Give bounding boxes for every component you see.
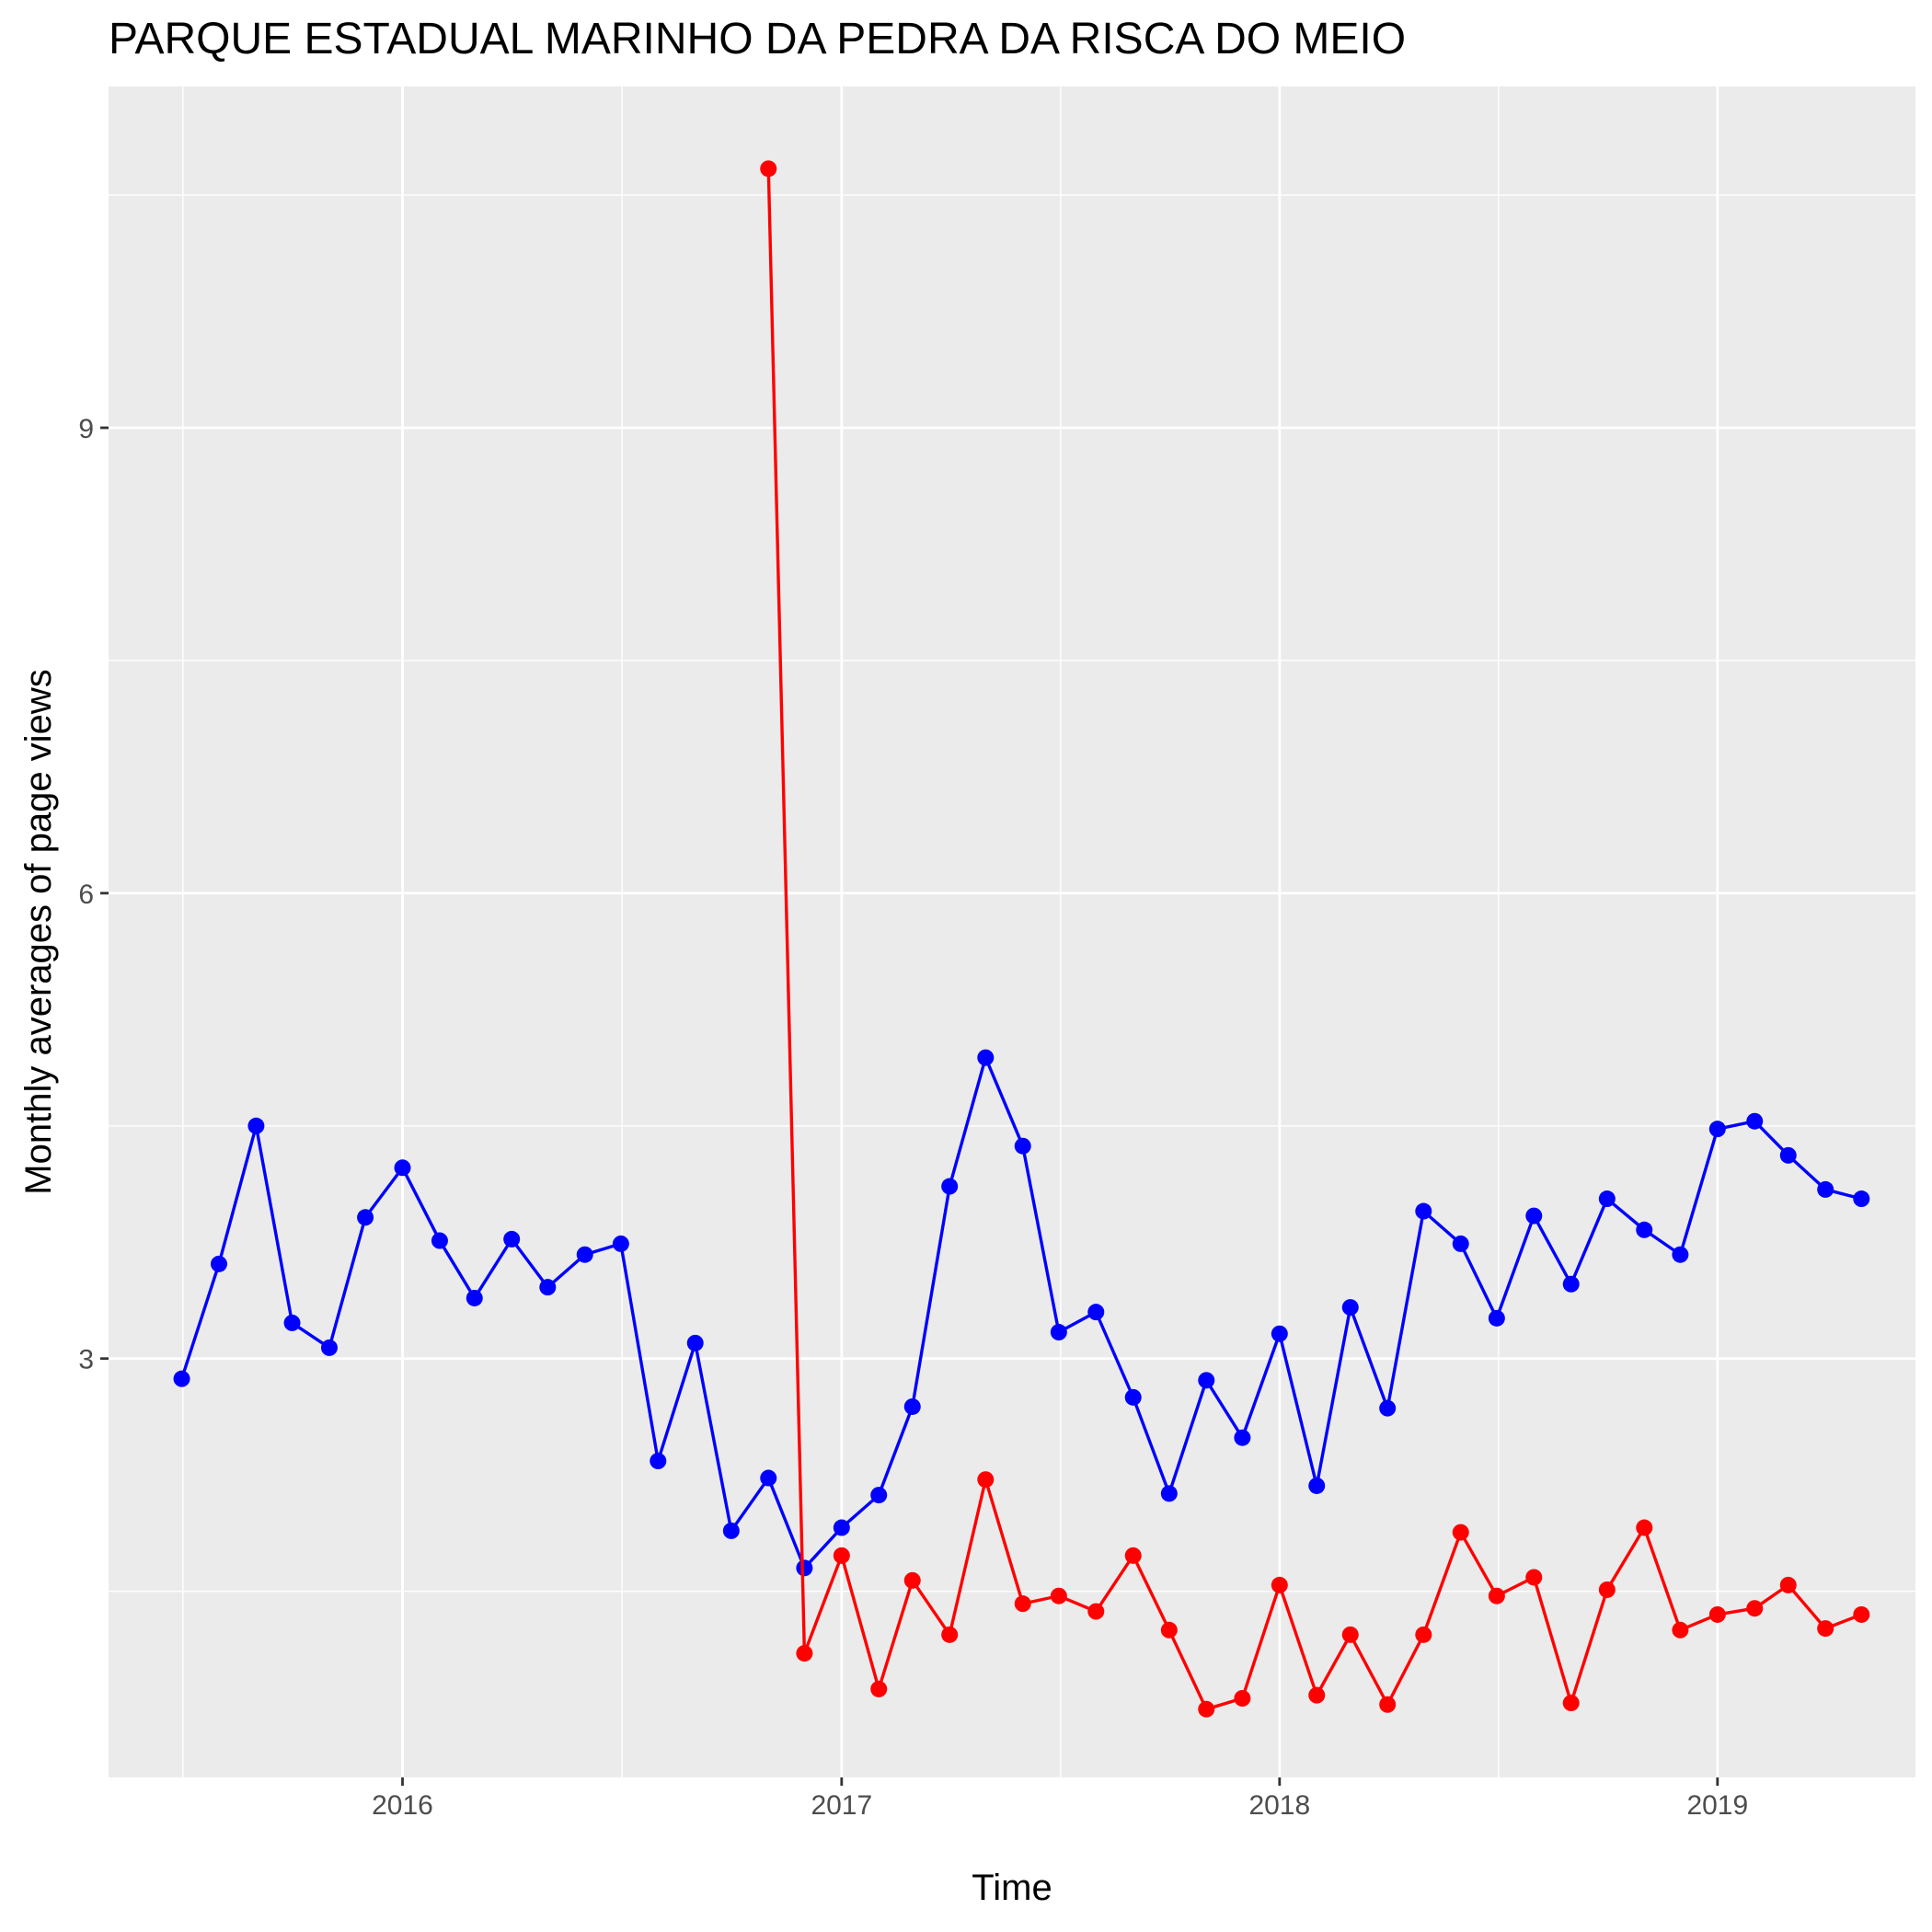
data-point (1452, 1235, 1469, 1252)
y-tick-label: 9 (78, 414, 94, 444)
data-point (1779, 1146, 1797, 1164)
data-point (722, 1522, 740, 1539)
data-point (1234, 1690, 1251, 1707)
data-point (1160, 1485, 1178, 1502)
data-point (1672, 1621, 1689, 1639)
data-point (1853, 1190, 1870, 1208)
data-point (357, 1209, 374, 1226)
x-axis-title: Time (972, 1868, 1052, 1908)
data-point (760, 160, 777, 178)
data-point (1817, 1180, 1834, 1198)
data-point (576, 1246, 593, 1263)
data-point (870, 1680, 888, 1697)
data-point (686, 1334, 704, 1351)
series-layer (173, 160, 1870, 1718)
data-point (977, 1471, 995, 1489)
data-point (1746, 1112, 1764, 1130)
data-point (1488, 1587, 1505, 1604)
data-point (394, 1159, 411, 1177)
data-point (283, 1314, 301, 1331)
data-point (539, 1279, 557, 1296)
data-point (1708, 1605, 1726, 1623)
chart-title: PARQUE ESTADUAL MARINHO DA PEDRA DA RISC… (109, 15, 1406, 63)
data-point (1198, 1372, 1215, 1389)
data-point (1379, 1696, 1397, 1713)
data-point (503, 1230, 521, 1248)
data-point (870, 1487, 888, 1504)
data-point (1341, 1626, 1359, 1643)
y-tick-label: 3 (78, 1345, 94, 1375)
data-point (1779, 1576, 1797, 1593)
axis-ticks (100, 426, 1719, 1786)
data-point (1562, 1275, 1580, 1293)
data-point (1341, 1299, 1359, 1317)
data-point (1636, 1519, 1653, 1536)
data-point (1452, 1524, 1469, 1541)
data-point (1124, 1547, 1142, 1564)
data-point (1234, 1429, 1251, 1446)
data-point (173, 1370, 190, 1387)
major-grid (109, 86, 1915, 1777)
data-point (320, 1339, 338, 1356)
data-point (796, 1645, 813, 1662)
data-point (1746, 1600, 1764, 1617)
data-point (1525, 1207, 1543, 1225)
data-point (1636, 1221, 1653, 1238)
plot-panel (109, 86, 1915, 1777)
data-point (1050, 1587, 1067, 1604)
data-point (903, 1571, 921, 1589)
data-point (1562, 1695, 1580, 1712)
data-point (466, 1289, 483, 1306)
data-point (1308, 1686, 1326, 1704)
data-point (1488, 1309, 1505, 1327)
data-point (1124, 1388, 1142, 1406)
data-point (1853, 1605, 1870, 1623)
data-point (1708, 1121, 1726, 1138)
data-point (1308, 1477, 1326, 1494)
data-point (1271, 1576, 1288, 1593)
x-tick-label: 2016 (372, 1790, 433, 1821)
data-point (1415, 1626, 1432, 1643)
data-point (1672, 1246, 1689, 1263)
data-point (431, 1232, 448, 1249)
data-point (1817, 1620, 1834, 1638)
data-point (1198, 1700, 1215, 1718)
data-point (760, 1469, 777, 1487)
data-point (1160, 1621, 1178, 1639)
data-point (1087, 1304, 1105, 1321)
data-point (941, 1626, 959, 1643)
x-tick-label: 2019 (1686, 1790, 1748, 1821)
y-tick-label: 6 (78, 880, 94, 910)
minor-grid (109, 86, 1915, 1777)
data-point (1415, 1202, 1432, 1220)
data-point (833, 1547, 850, 1564)
data-point (941, 1178, 959, 1195)
data-point (1087, 1603, 1105, 1620)
data-point (833, 1519, 850, 1536)
data-point (1050, 1324, 1067, 1341)
x-tick-label: 2018 (1248, 1790, 1310, 1821)
data-point (1598, 1581, 1616, 1598)
tick-labels: 2016 2017 2018 2019 3 6 9 (78, 414, 1748, 1821)
data-point (247, 1117, 265, 1134)
data-point (903, 1397, 921, 1415)
data-point (796, 1559, 813, 1577)
data-point (1598, 1190, 1616, 1208)
data-point (1014, 1595, 1031, 1613)
data-point (1379, 1399, 1397, 1417)
data-point (1271, 1325, 1288, 1342)
x-tick-label: 2017 (811, 1790, 872, 1821)
data-point (977, 1049, 995, 1066)
data-point (1525, 1569, 1543, 1586)
data-point (210, 1255, 227, 1272)
data-point (612, 1235, 629, 1252)
y-axis-title: Monthly averages of page views (18, 669, 59, 1194)
data-point (1014, 1137, 1031, 1155)
data-point (650, 1453, 667, 1470)
